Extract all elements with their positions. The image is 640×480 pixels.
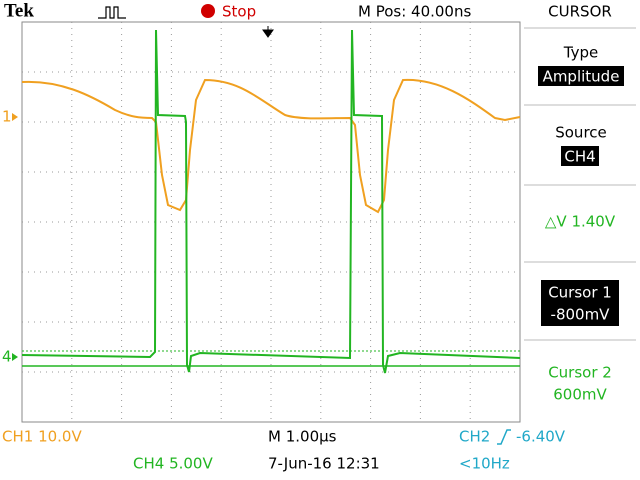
type-label[interactable]: Type — [563, 44, 598, 62]
timebase: M 1.00µs — [268, 428, 337, 446]
source-label[interactable]: Source — [555, 124, 607, 142]
stop-dot — [201, 4, 215, 18]
cursor2-value[interactable]: 600mV — [553, 386, 607, 404]
ch2-trigger-source: CH2 — [459, 428, 490, 446]
ch4-scale: CH4 5.00V — [133, 455, 213, 473]
date-time: 7-Jun-16 12:31 — [268, 455, 380, 473]
ch1-scale: CH1 10.0V — [2, 428, 82, 446]
acquire-icon — [98, 6, 126, 19]
ch1-arrow — [12, 113, 18, 121]
cursor1-highlight[interactable] — [541, 280, 619, 326]
delta-readout: △V 1.40V — [545, 213, 616, 231]
ch1-waveform — [21, 78, 521, 214]
type-highlight[interactable] — [538, 66, 624, 86]
source-value[interactable]: CH4 — [564, 148, 595, 166]
brand: Tek — [4, 0, 34, 21]
ch4-arrow — [12, 353, 18, 361]
ch4-waveform — [21, 29, 521, 374]
cursor1-value[interactable]: -800mV — [551, 306, 611, 324]
trigger-slope — [497, 429, 511, 445]
horizontal-position: M Pos: 40.00ns — [358, 3, 471, 21]
ch1-marker: 1 — [2, 108, 12, 126]
trigger-position — [262, 26, 274, 38]
trigger-level: -6.40V — [516, 428, 566, 446]
source-highlight[interactable] — [561, 146, 599, 166]
menu-title: CURSOR — [548, 3, 612, 21]
run-state: Stop — [222, 3, 256, 21]
ch4-marker: 4 — [2, 348, 12, 366]
cursor1-label[interactable]: Cursor 1 — [548, 284, 612, 302]
type-value[interactable]: Amplitude — [543, 68, 620, 86]
cursor2-label[interactable]: Cursor 2 — [548, 364, 612, 382]
trigger-frequency: <10Hz — [459, 455, 510, 473]
